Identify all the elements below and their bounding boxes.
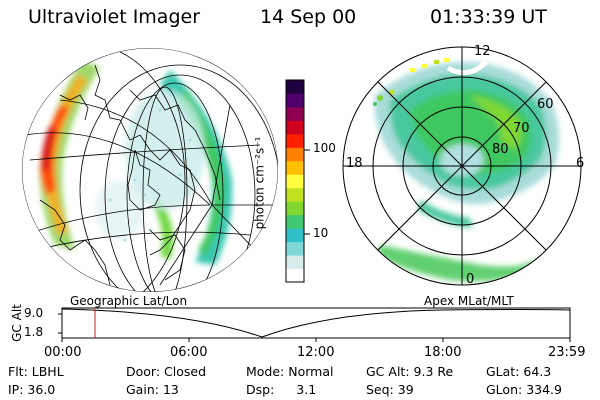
time-tick-0600: 06:00 xyxy=(170,345,208,360)
time-tick-0000: 00:00 xyxy=(44,345,82,360)
info-flt: Flt: LBHL xyxy=(8,364,64,379)
info-glat: GLat: 64.3 xyxy=(486,364,552,379)
time-tick-1200: 12:00 xyxy=(297,345,335,360)
info-mode: Mode: Normal xyxy=(246,364,334,379)
colorbar-segment xyxy=(286,120,304,135)
colorbar-segment xyxy=(286,93,304,108)
colorbar-segment xyxy=(286,133,304,148)
colorbar-tick-100: 100 xyxy=(313,141,336,155)
info-gc-alt: GC Alt: 9.3 Re xyxy=(366,364,454,379)
geographic-projection-label: Geographic Lat/Lon xyxy=(70,294,188,308)
mlat-label-70: 70 xyxy=(513,121,530,136)
colorbar-segment xyxy=(286,147,304,162)
colorbar-segment xyxy=(286,106,304,121)
mlt-label-0: 0 xyxy=(466,272,475,287)
mlt-label-12: 12 xyxy=(474,44,491,59)
colorbar-segment xyxy=(286,214,304,229)
date-label: 14 Sep 00 xyxy=(260,6,357,28)
geographic-projection xyxy=(22,48,278,292)
colorbar-segment xyxy=(286,174,304,189)
mlat-label-60: 60 xyxy=(537,97,554,112)
info-seq: Seq: 39 xyxy=(366,382,414,397)
altitude-axis-label: GC Alt xyxy=(9,304,24,342)
time-tick-2359: 23:59 xyxy=(548,345,586,360)
info-dsp: Dsp: 3.1 xyxy=(246,382,317,397)
colorbar-segment xyxy=(286,255,304,270)
instrument-title: Ultraviolet Imager xyxy=(28,6,201,28)
colorbar-segment xyxy=(286,160,304,175)
info-ip: IP: 36.0 xyxy=(8,382,56,397)
altitude-panel xyxy=(58,307,571,342)
info-glon: GLon: 334.9 xyxy=(486,382,562,397)
altitude-tick-1-8: 1.8 xyxy=(24,325,44,339)
colorbar-unit-label: photon cm⁻²s⁻¹ xyxy=(252,136,267,230)
mlat-label-80: 80 xyxy=(492,142,509,157)
info-gain: Gain: 13 xyxy=(126,382,179,397)
colorbar-segment xyxy=(286,80,304,94)
apex-projection-label: Apex MLat/MLT xyxy=(424,294,514,308)
dayside-spots xyxy=(373,58,449,106)
mlt-label-6: 6 xyxy=(576,156,585,171)
colorbar-segment xyxy=(286,228,304,243)
colorbar-frame xyxy=(285,79,305,283)
color-scale-bar xyxy=(285,79,305,283)
info-door: Door: Closed xyxy=(126,364,207,379)
polar-grid xyxy=(342,46,582,286)
altitude-tick-9: 9.0 xyxy=(24,306,44,320)
colorbar-tick-10: 10 xyxy=(313,226,329,240)
colorbar-segment xyxy=(286,201,304,216)
time-label: 01:33:39 UT xyxy=(430,6,547,28)
colorbar-segment xyxy=(286,187,304,202)
mlt-label-18: 18 xyxy=(346,156,363,171)
time-tick-1800: 18:00 xyxy=(424,345,462,360)
polar-mlt-plot xyxy=(373,58,559,282)
colorbar-segment xyxy=(286,241,304,256)
colorbar-segment xyxy=(286,268,304,283)
